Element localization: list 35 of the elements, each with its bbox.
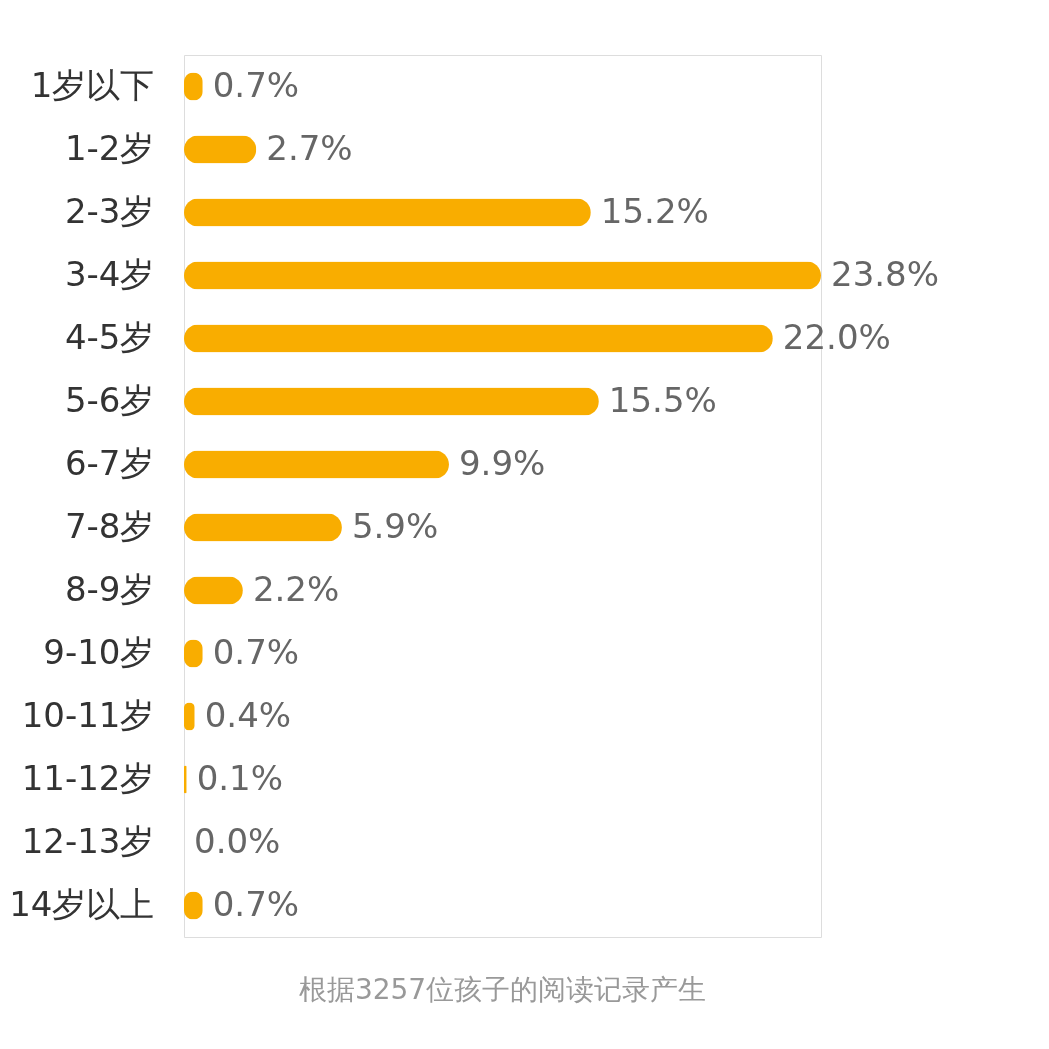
data-label: 0.4% bbox=[204, 694, 292, 735]
y-tick-label: 8-9岁 bbox=[64, 568, 155, 609]
data-label: 22.0% bbox=[782, 316, 891, 357]
y-tick-label: 5-6岁 bbox=[64, 379, 155, 420]
data-label: 15.5% bbox=[608, 379, 717, 420]
bar bbox=[184, 324, 773, 353]
bar bbox=[184, 198, 591, 227]
data-label: 9.9% bbox=[458, 442, 546, 483]
data-label: 5.9% bbox=[351, 505, 439, 546]
y-tick-label: 2-3岁 bbox=[64, 190, 155, 231]
data-label: 0.0% bbox=[194, 820, 281, 861]
data-label: 23.8% bbox=[831, 253, 940, 294]
y-tick-label: 3-4岁 bbox=[64, 253, 155, 294]
y-tick-label: 6-7岁 bbox=[64, 442, 155, 483]
y-tick-label: 1-2岁 bbox=[64, 127, 155, 168]
data-label: 0.1% bbox=[196, 757, 284, 798]
data-label: 2.7% bbox=[266, 127, 353, 168]
y-tick-label: 11-12岁 bbox=[21, 757, 155, 798]
data-label: 2.2% bbox=[252, 568, 340, 609]
y-tick-label: 4-5岁 bbox=[64, 316, 155, 357]
y-tick-label: 14岁以上 bbox=[9, 883, 155, 924]
data-label: 0.7% bbox=[212, 631, 300, 672]
bar bbox=[184, 450, 449, 479]
data-label: 0.7% bbox=[212, 883, 300, 924]
y-tick-label: 10-11岁 bbox=[21, 694, 155, 735]
bar bbox=[184, 513, 342, 542]
text: 根据3257位孩子的阅读记录产生 bbox=[298, 973, 707, 1006]
bar bbox=[184, 261, 821, 290]
data-label: 15.2% bbox=[600, 190, 709, 231]
y-tick-label: 9-10岁 bbox=[43, 631, 155, 672]
bar bbox=[184, 387, 599, 416]
y-tick-label: 7-8岁 bbox=[64, 505, 155, 546]
data-label: 0.7% bbox=[212, 64, 300, 105]
y-tick-label: 12-13岁 bbox=[21, 820, 155, 861]
y-tick-label: 1岁以下 bbox=[30, 64, 155, 105]
